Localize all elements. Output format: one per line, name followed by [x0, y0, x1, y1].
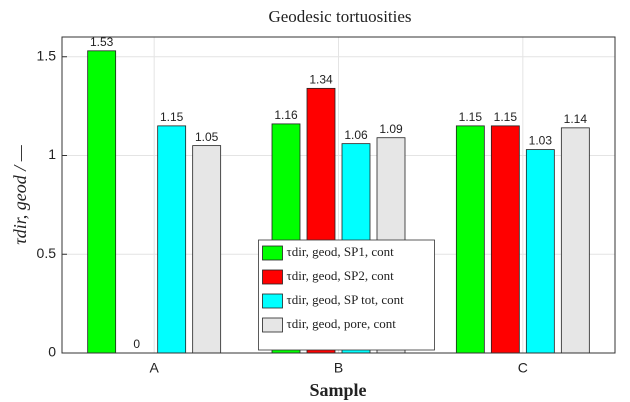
- legend-label: τdir, geod, pore, cont: [287, 316, 397, 331]
- y-tick-label: 1: [48, 146, 56, 162]
- bar: [560, 127, 590, 354]
- y-tick-label: 0.5: [37, 245, 57, 261]
- legend-swatch: [262, 245, 283, 261]
- legend-swatch: [262, 269, 283, 285]
- value-label: 1.09: [379, 122, 403, 136]
- bar: [157, 125, 187, 354]
- legend-swatch: [262, 317, 283, 333]
- plot-frame: [61, 36, 616, 354]
- value-label: 1.14: [564, 112, 588, 126]
- legend-box: [258, 239, 435, 351]
- value-label: 1.34: [309, 73, 333, 87]
- bar: [490, 125, 520, 354]
- value-label: 1.15: [160, 110, 184, 124]
- value-label: 1.16: [274, 108, 298, 122]
- value-label: 1.15: [494, 110, 518, 124]
- value-label: 1.06: [344, 128, 368, 142]
- x-axis-label: Sample: [309, 380, 366, 400]
- legend-label: τdir, geod, SP1, cont: [287, 244, 395, 259]
- bar: [525, 149, 555, 354]
- value-label: 1.53: [90, 35, 114, 49]
- chart-title: Geodesic tortuosities: [268, 7, 411, 26]
- y-axis-label: τdir, geod / —: [10, 144, 30, 244]
- legend-label: τdir, geod, SP tot, cont: [287, 292, 405, 307]
- bar: [192, 145, 222, 354]
- x-tick-label: A: [149, 360, 159, 376]
- value-label: 1.03: [529, 134, 553, 148]
- legend-swatch: [262, 293, 283, 309]
- bar: [87, 50, 117, 354]
- value-label: 0: [133, 337, 140, 351]
- value-label: 1.15: [459, 110, 483, 124]
- legend-label: τdir, geod, SP2, cont: [287, 268, 395, 283]
- x-tick-label: B: [334, 360, 343, 376]
- y-tick-label: 1.5: [37, 47, 57, 63]
- x-tick-label: C: [518, 360, 528, 376]
- bar: [455, 125, 485, 354]
- value-label: 1.05: [195, 130, 219, 144]
- y-tick-label: 0: [48, 344, 56, 360]
